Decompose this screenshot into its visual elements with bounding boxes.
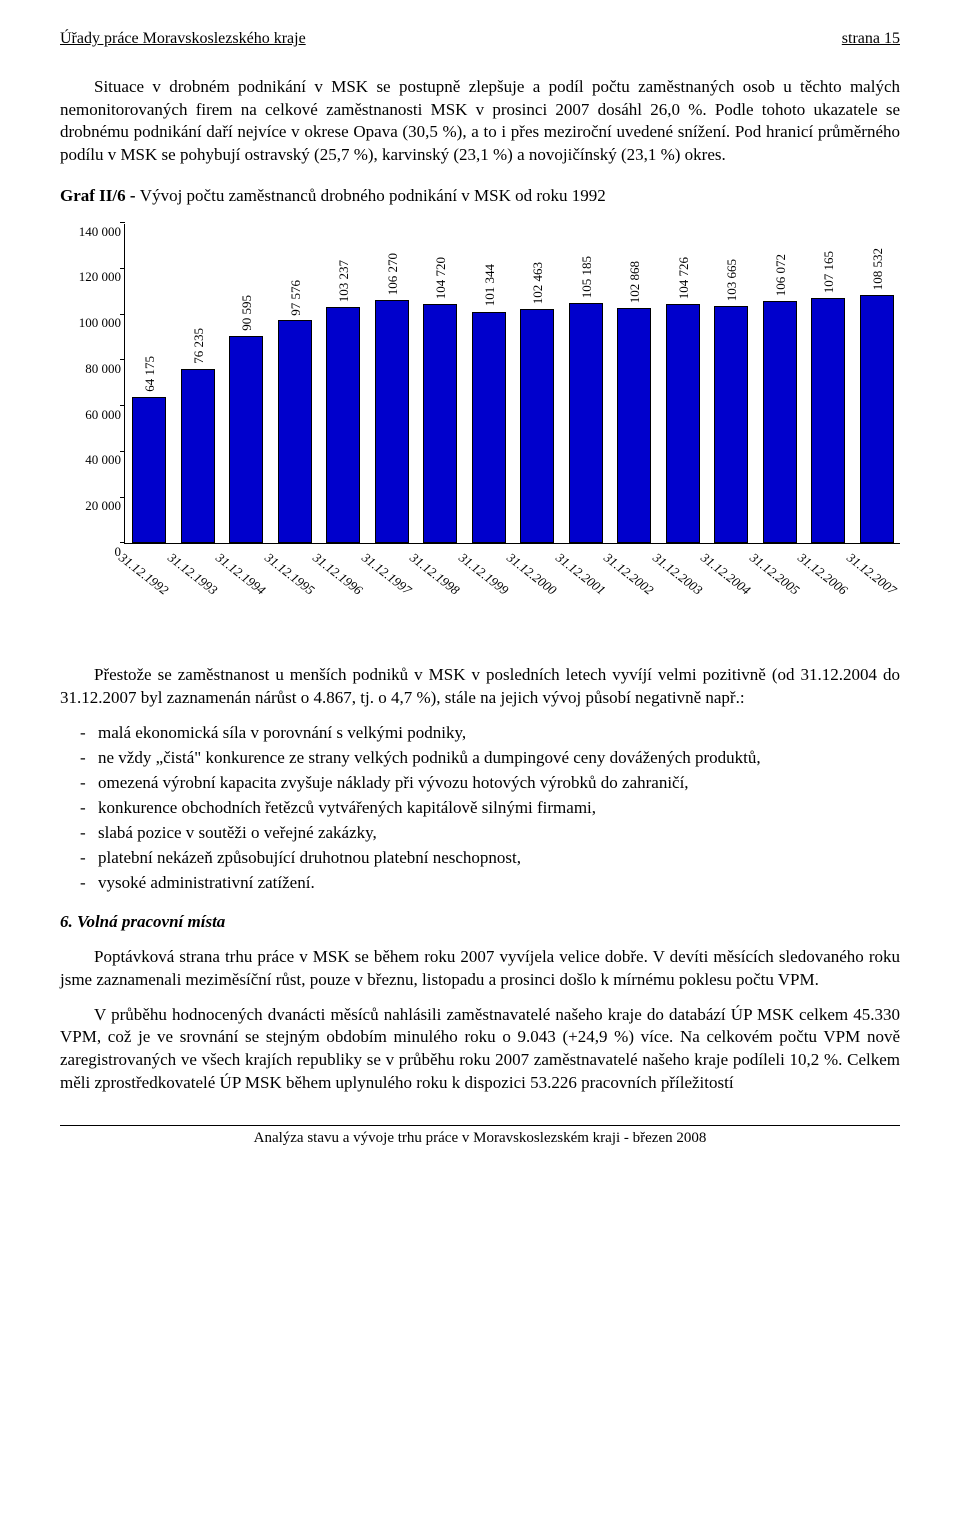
x-tick-label: 31.12.1999 [455,549,512,599]
chart-bar: 106 072 [763,301,797,543]
bar-value-label: 76 235 [190,328,208,364]
bar-value-label: 105 185 [578,256,596,298]
chart-bar: 103 665 [714,306,748,543]
chart-container: 0 20 000 40 000 60 000 80 000 100 000 120 000 1… [60,216,900,646]
y-tick-label: 80 000 [61,360,121,378]
y-tick-mark [120,405,125,406]
header-right: strana 15 [842,28,900,50]
bar-value-label: 106 270 [384,253,402,295]
bar-value-label: 64 175 [141,356,159,392]
chart-bar: 101 344 [472,312,506,544]
x-tick-label: 31.12.1994 [212,549,269,599]
y-tick-mark [120,497,125,498]
y-tick-label: 100 000 [61,314,121,332]
section-6-p2: V průběhu hodnocených dvanácti měsíců na… [60,1004,900,1096]
chart-title-bold: Graf II/6 - [60,186,140,205]
chart-bar: 102 868 [617,308,651,543]
chart-bar: 103 237 [326,307,360,543]
x-tick-label: 31.12.2005 [746,549,803,599]
list-item: malá ekonomická síla v porovnání s velký… [80,722,900,745]
x-tick-label: 31.12.1997 [358,549,415,599]
y-tick-mark [120,222,125,223]
chart-bar: 105 185 [569,303,603,543]
y-tick-label: 60 000 [61,405,121,423]
y-tick-mark [120,359,125,360]
x-tick-label: 31.12.1993 [164,549,221,599]
bullet-list: malá ekonomická síla v porovnání s velký… [60,722,900,895]
bar-value-label: 108 532 [869,248,887,290]
list-item: platební nekázeň způsobující druhotnou p… [80,847,900,870]
section-6-p1: Poptávková strana trhu práce v MSK se bě… [60,946,900,992]
chart-bar: 97 576 [278,320,312,543]
bar-value-label: 107 165 [820,251,838,293]
section-6-title: 6. Volná pracovní místa [60,911,900,934]
list-item: slabá pozice v soutěži o veřejné zakázky… [80,822,900,845]
chart-plot-area: 020 00040 00060 00080 000100 000120 0001… [124,224,900,544]
bar-value-label: 101 344 [481,264,499,306]
y-tick-label: 120 000 [61,268,121,286]
x-tick-label: 31.12.2003 [649,549,706,599]
list-item: konkurence obchodních řetězců vytvářenýc… [80,797,900,820]
chart-bar: 104 720 [423,304,457,543]
chart-bar: 108 532 [860,295,894,543]
chart-title-rest: Vývoj počtu zaměstnanců drobného podniká… [140,186,606,205]
x-tick-label: 31.12.1992 [115,549,172,599]
list-item: ne vždy „čistá" konkurence ze strany vel… [80,747,900,770]
paragraph-2: Přestože se zaměstnanost u menších podni… [60,664,900,710]
y-tick-mark [120,268,125,269]
bar-value-label: 103 665 [723,259,741,301]
chart-bar: 104 726 [666,304,700,543]
y-tick-label: 140 000 [61,223,121,241]
x-tick-label: 31.12.2000 [503,549,560,599]
y-tick-mark [120,542,125,543]
y-tick-mark [120,314,125,315]
list-item: omezená výrobní kapacita zvyšuje náklady… [80,772,900,795]
y-tick-label: 20 000 [61,497,121,515]
bar-value-label: 104 726 [675,257,693,299]
chart-bar: 107 165 [811,298,845,543]
bar-value-label: 104 720 [432,257,450,299]
x-tick-label: 31.12.2004 [697,549,754,599]
x-tick-label: 31.12.1995 [261,549,318,599]
chart-bar: 76 235 [181,369,215,543]
bar-value-label: 103 237 [335,260,353,302]
page-header: Úřady práce Moravskoslezského kraje stra… [60,28,900,50]
bar-value-label: 90 595 [238,295,256,331]
y-tick-label: 40 000 [61,451,121,469]
page-footer: Analýza stavu a vývoje trhu práce v Mora… [60,1125,900,1148]
bar-value-label: 102 868 [626,261,644,303]
chart-bar: 106 270 [375,300,409,543]
y-tick-label: 0 [61,543,121,561]
bar-value-label: 102 463 [529,262,547,304]
x-tick-label: 31.12.1998 [406,549,463,599]
y-tick-mark [120,451,125,452]
chart-title: Graf II/6 - Vývoj počtu zaměstnanců drob… [60,185,900,208]
x-tick-label: 31.12.1996 [309,549,366,599]
x-tick-label: 31.12.2002 [600,549,657,599]
x-tick-label: 31.12.2006 [794,549,851,599]
x-tick-label: 31.12.2007 [843,549,900,599]
chart-bar: 102 463 [520,309,554,543]
x-tick-label: 31.12.2001 [552,549,609,599]
chart-bar: 64 175 [132,397,166,544]
bar-value-label: 97 576 [287,280,305,316]
bar-value-label: 106 072 [772,254,790,296]
chart-bar: 90 595 [229,336,263,543]
header-left: Úřady práce Moravskoslezského kraje [60,28,306,50]
list-item: vysoké administrativní zatížení. [80,872,900,895]
paragraph-1: Situace v drobném podnikání v MSK se pos… [60,76,900,168]
